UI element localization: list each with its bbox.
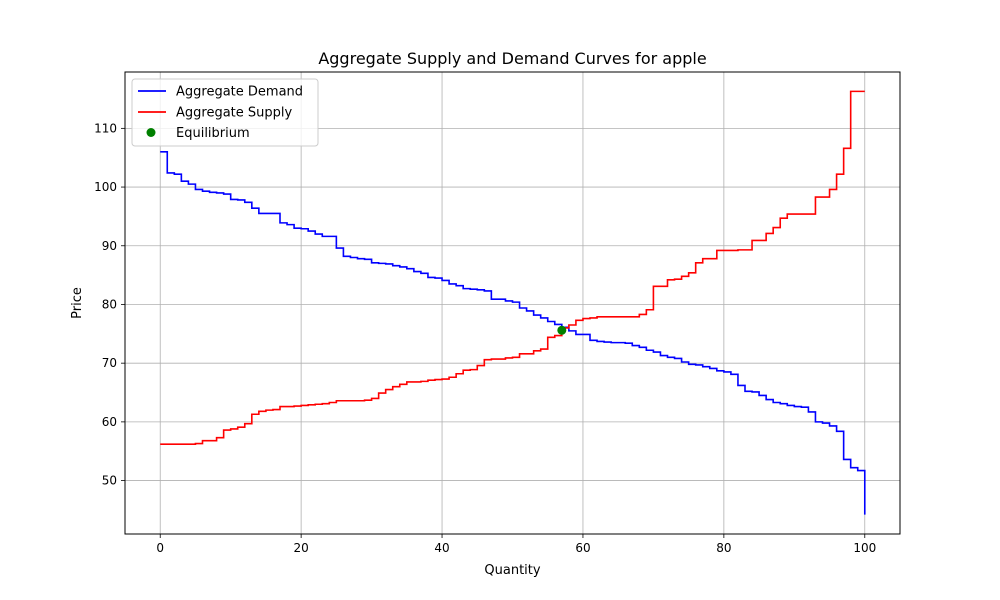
- x-tick-label: 20: [293, 541, 308, 555]
- legend-swatch-equilibrium: [146, 128, 156, 137]
- legend-label-supply: Aggregate Supply: [176, 106, 293, 121]
- equilibrium-markers: [557, 325, 567, 335]
- demand-curve: [160, 151, 866, 515]
- grid: [125, 72, 900, 534]
- x-tick-label: 60: [575, 541, 590, 555]
- series-lines: [160, 90, 866, 515]
- y-tick-label: 100: [94, 180, 117, 194]
- y-tick-label: 60: [102, 415, 117, 429]
- x-tick-label: 100: [853, 541, 876, 555]
- y-tick-label: 70: [102, 356, 117, 370]
- legend-label-equilibrium: Equilibrium: [176, 126, 250, 141]
- y-tick-label: 50: [102, 474, 117, 488]
- chart-title: Aggregate Supply and Demand Curves for a…: [318, 49, 706, 68]
- y-axis-title: Price: [70, 287, 85, 319]
- x-tick-label: 0: [156, 541, 164, 555]
- x-axis-title: Quantity: [484, 563, 540, 578]
- x-tick-label: 40: [434, 541, 449, 555]
- supply-curve: [160, 90, 865, 445]
- y-tick-label: 80: [102, 297, 117, 311]
- equilibrium-point: [557, 325, 567, 335]
- plot-frame: [124, 71, 901, 535]
- legend: Aggregate Demand Aggregate Supply Equili…: [131, 78, 319, 147]
- x-tick-label: 80: [716, 541, 731, 555]
- y-tick-label: 90: [102, 239, 117, 253]
- axes: 0 20 40 60 80 100 50 60 70 80 90 100 110: [94, 121, 876, 555]
- legend-box: [131, 78, 319, 147]
- legend-label-demand: Aggregate Demand: [176, 85, 303, 100]
- y-tick-label: 110: [94, 121, 117, 135]
